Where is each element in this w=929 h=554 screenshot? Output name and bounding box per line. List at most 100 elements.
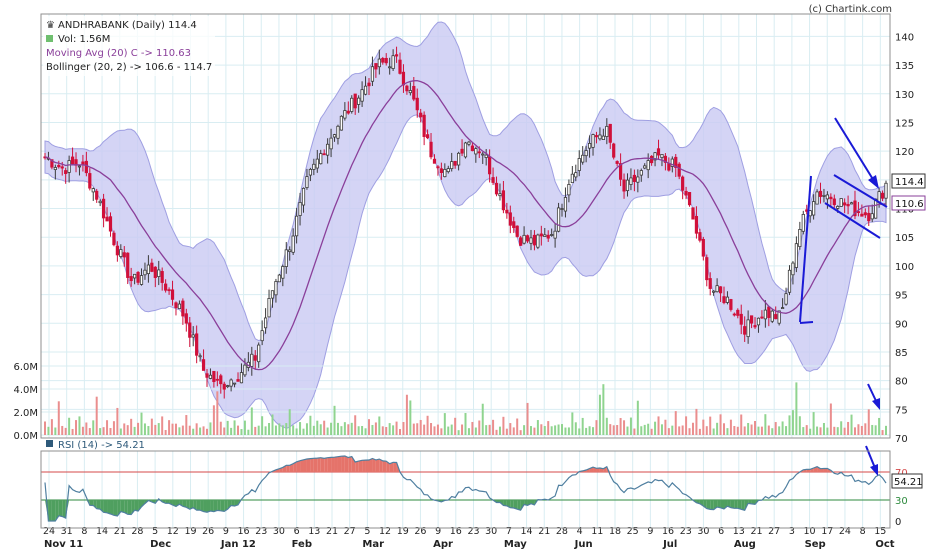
candle-body: [547, 235, 549, 238]
rsi-oversold-fill: [110, 500, 113, 515]
rsi-overbought-fill: [331, 457, 334, 472]
volume-bar: [399, 429, 401, 435]
candle-body: [440, 169, 442, 173]
candle-body: [499, 194, 501, 196]
volume-bar: [778, 426, 780, 435]
candle-body: [299, 202, 301, 215]
volume-bar: [768, 426, 770, 435]
candle-body: [578, 158, 580, 170]
volume-bar: [468, 428, 470, 435]
rsi-oversold-fill: [734, 500, 737, 508]
candle-body: [799, 229, 801, 246]
candle-body: [723, 297, 725, 303]
candle-body: [437, 167, 439, 168]
candle-body: [144, 270, 146, 275]
candle-body: [82, 162, 84, 164]
volume-bar: [499, 427, 501, 435]
rsi-tick-label: 0: [895, 517, 901, 528]
candle-body: [151, 263, 153, 271]
candle-body: [840, 199, 842, 207]
volume-bar: [203, 426, 205, 435]
candle-body: [537, 235, 539, 247]
volume-bar: [178, 427, 180, 435]
candle-body: [575, 173, 577, 177]
price-tick-label: 135: [895, 61, 914, 72]
rsi-oversold-fill: [90, 500, 93, 505]
volume-bar: [347, 424, 349, 435]
candle-body: [306, 177, 308, 188]
rsi-panel: [41, 456, 890, 521]
volume-bar: [540, 424, 542, 435]
volume-bar: [303, 429, 305, 435]
trendline-base: [800, 322, 813, 323]
candle-body: [637, 177, 639, 182]
volume-bar: [720, 414, 722, 435]
volume-bar: [151, 419, 153, 435]
candle-body: [326, 144, 328, 155]
candle-body: [206, 374, 208, 378]
candle-body: [544, 235, 546, 237]
rsi-overbought-fill: [286, 465, 289, 472]
rsi-overbought-fill: [383, 461, 386, 472]
volume-bar: [788, 415, 790, 435]
candle-body: [168, 290, 170, 291]
rsi-overbought-fill: [314, 458, 317, 472]
rsi-overbought-fill: [324, 458, 327, 472]
volume-bar: [882, 430, 884, 435]
rsi-oversold-fill: [214, 500, 217, 512]
volume-tick-label: 2.0M: [13, 408, 38, 419]
rsi-overbought-fill: [321, 458, 324, 472]
volume-bar: [706, 426, 708, 435]
candle-body: [785, 294, 787, 305]
candle-body: [154, 267, 156, 277]
rsi-oversold-fill: [207, 500, 210, 512]
volume-bar: [568, 427, 570, 435]
candle-body: [89, 173, 91, 188]
volume-bar: [344, 422, 346, 435]
volume-icon: [46, 35, 53, 42]
volume-tick-label: 4.0M: [13, 385, 38, 396]
rsi-overbought-fill: [307, 459, 310, 472]
volume-bar: [551, 426, 553, 435]
candle-body: [275, 281, 277, 294]
volume-bar: [47, 427, 49, 435]
volume-bar: [265, 426, 267, 435]
candle-body: [333, 135, 335, 137]
volume-bar: [365, 428, 367, 435]
volume-bar: [141, 413, 143, 435]
candle-body: [171, 290, 173, 299]
volume-bar: [820, 427, 822, 435]
volume-bar: [668, 428, 670, 435]
volume-bar: [533, 428, 535, 435]
candle-body: [133, 274, 135, 278]
candle-body: [719, 287, 721, 293]
volume-bar: [482, 404, 484, 435]
volume-bar: [113, 421, 115, 435]
candle-body: [140, 276, 142, 285]
volume-bar: [844, 428, 846, 435]
rsi-oversold-fill: [128, 500, 131, 515]
candle-body: [106, 217, 108, 221]
candle-body: [881, 193, 883, 198]
rsi-overbought-fill: [372, 459, 375, 472]
candle-body: [685, 191, 687, 195]
candle-body: [623, 180, 625, 191]
candle-body: [630, 178, 632, 185]
volume-bar: [785, 426, 787, 435]
volume-bar: [575, 422, 577, 435]
candle-body: [216, 379, 218, 380]
volume-bar: [637, 401, 639, 435]
candle-body: [78, 166, 80, 167]
rsi-overbought-fill: [393, 462, 396, 472]
volume-bar: [802, 427, 804, 435]
candle-body: [120, 250, 122, 257]
candle-body: [702, 239, 704, 256]
volume-bar: [309, 416, 311, 435]
candle-body: [354, 94, 356, 108]
volume-bar: [761, 427, 763, 435]
candle-body: [433, 159, 435, 163]
candle-body: [502, 191, 504, 210]
volume-bar: [389, 423, 391, 435]
volume-bar: [644, 425, 646, 435]
legend-title: ANDHRABANK (Daily) 114.4: [58, 20, 197, 31]
